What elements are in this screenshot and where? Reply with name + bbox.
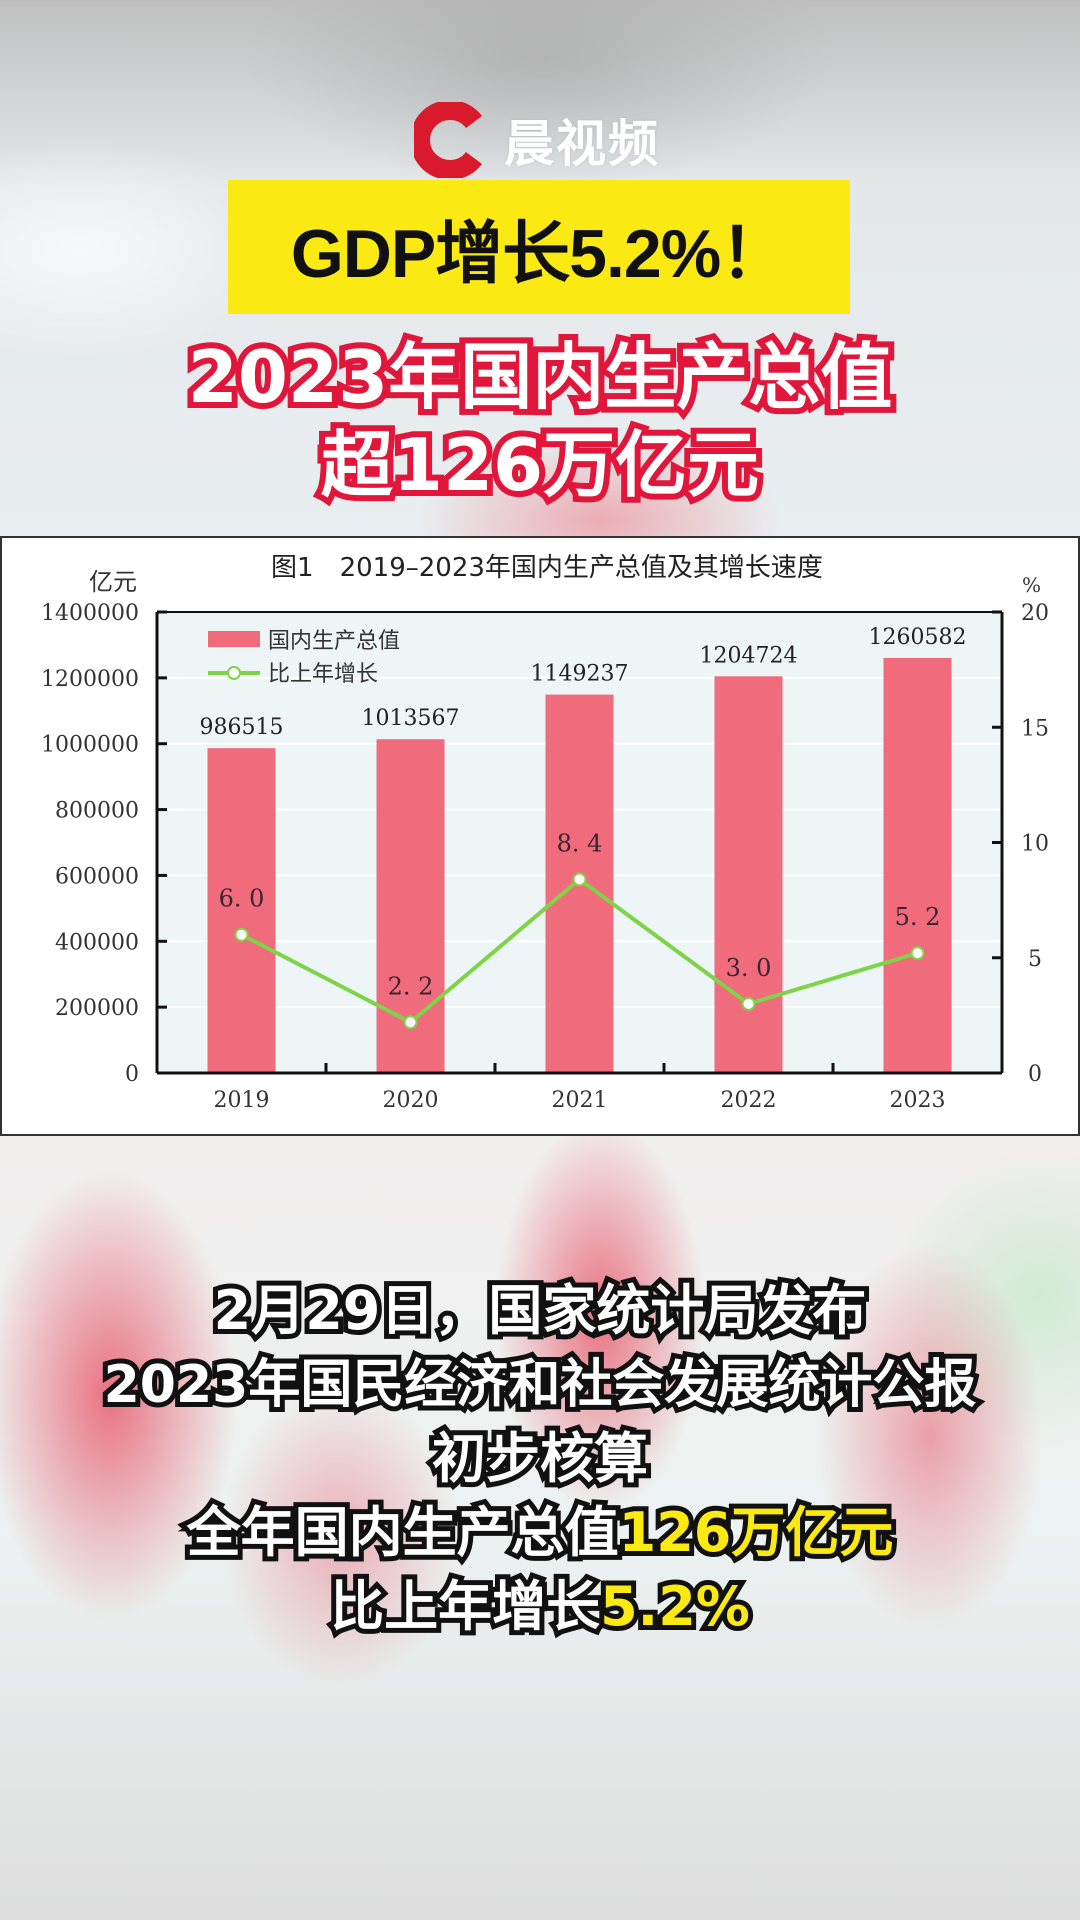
caption-gdp-highlight: 126万亿元 bbox=[614, 1496, 899, 1569]
left-tick-label: 400000 bbox=[55, 930, 139, 955]
left-tick-label: 600000 bbox=[55, 864, 139, 889]
growth-point bbox=[741, 996, 756, 1011]
growth-value-label: 5. 2 bbox=[895, 903, 941, 931]
left-axis-unit: 亿元 bbox=[89, 568, 137, 596]
caption-line5: 比上年增长5.2% bbox=[0, 1570, 1080, 1643]
caption-line4: 全年国内生产总值126万亿元 bbox=[0, 1496, 1080, 1569]
x-tick-label: 2019 bbox=[214, 1088, 270, 1113]
gdp-value-label: 1260582 bbox=[869, 625, 967, 650]
right-tick-label: 15 bbox=[1021, 716, 1049, 741]
caption-line5-text: 比上年增长 bbox=[325, 1570, 605, 1643]
left-tick-label: 1400000 bbox=[41, 601, 139, 626]
bottom-background bbox=[0, 1136, 1080, 1920]
left-tick-label: 1000000 bbox=[41, 733, 139, 758]
left-tick-label: 1200000 bbox=[41, 667, 139, 692]
gdp-value-label: 1204724 bbox=[700, 643, 798, 668]
chart-title: 图1 2019–2023年国内生产总值及其增长速度 bbox=[271, 553, 823, 583]
growth-value-label: 6. 0 bbox=[219, 885, 265, 913]
legend-line-marker bbox=[227, 666, 241, 680]
left-tick-label: 200000 bbox=[55, 996, 139, 1021]
x-tick-label: 2023 bbox=[890, 1088, 946, 1113]
x-tick-label: 2021 bbox=[552, 1088, 608, 1113]
headline-banner: GDP增长5.2%！ bbox=[228, 180, 850, 314]
sub-headline-line2: 超126万亿元 bbox=[315, 417, 765, 513]
x-tick-label: 2022 bbox=[721, 1088, 777, 1113]
gdp-bar-2019 bbox=[207, 748, 276, 1073]
sub-headline-line1: 2023年国内生产总值 bbox=[182, 329, 898, 425]
growth-value-label: 2. 2 bbox=[388, 972, 434, 1000]
logo-c-icon bbox=[410, 100, 490, 180]
legend-growth-label: 比上年增长 bbox=[268, 662, 378, 687]
caption-line1: 2月29日，国家统计局发布 bbox=[209, 1274, 872, 1347]
right-tick-label: 0 bbox=[1028, 1062, 1042, 1087]
growth-point bbox=[403, 1015, 418, 1030]
right-tick-label: 10 bbox=[1021, 832, 1049, 857]
right-axis-unit: % bbox=[1022, 573, 1041, 597]
brand-logo: 晨视频 bbox=[410, 100, 660, 180]
right-tick-label: 20 bbox=[1021, 601, 1049, 626]
growth-point bbox=[910, 946, 925, 961]
gdp-value-label: 1149237 bbox=[531, 662, 629, 687]
left-tick-label: 800000 bbox=[55, 799, 139, 824]
gdp-chart: 图1 2019–2023年国内生产总值及其增长速度亿元% 986515 2019 10… bbox=[0, 536, 1080, 1136]
gdp-bar-2022 bbox=[714, 676, 783, 1073]
gdp-bar-2023 bbox=[883, 657, 952, 1073]
left-tick-label: 0 bbox=[125, 1062, 139, 1087]
headline-text: GDP增长5.2%！ bbox=[290, 215, 788, 292]
gdp-value-label: 986515 bbox=[200, 715, 284, 740]
right-tick-label: 5 bbox=[1028, 947, 1042, 972]
gdp-value-label: 1013567 bbox=[362, 706, 460, 731]
caption-line3: 初步核算 bbox=[427, 1422, 653, 1495]
growth-point bbox=[234, 927, 249, 942]
caption-line2: 2023年国民经济和社会发展统计公报 bbox=[99, 1350, 982, 1420]
legend-bar-swatch bbox=[208, 631, 260, 647]
brand-name: 晨视频 bbox=[504, 115, 660, 173]
growth-value-label: 8. 4 bbox=[557, 829, 603, 857]
legend-gdp-label: 国内生产总值 bbox=[268, 629, 400, 654]
growth-value-label: 3. 0 bbox=[726, 954, 772, 982]
x-tick-label: 2020 bbox=[383, 1088, 439, 1113]
caption-line4-text: 全年国内生产总值 bbox=[182, 1496, 624, 1569]
caption-growth-highlight: 5.2% bbox=[595, 1570, 755, 1643]
growth-point bbox=[572, 872, 587, 887]
